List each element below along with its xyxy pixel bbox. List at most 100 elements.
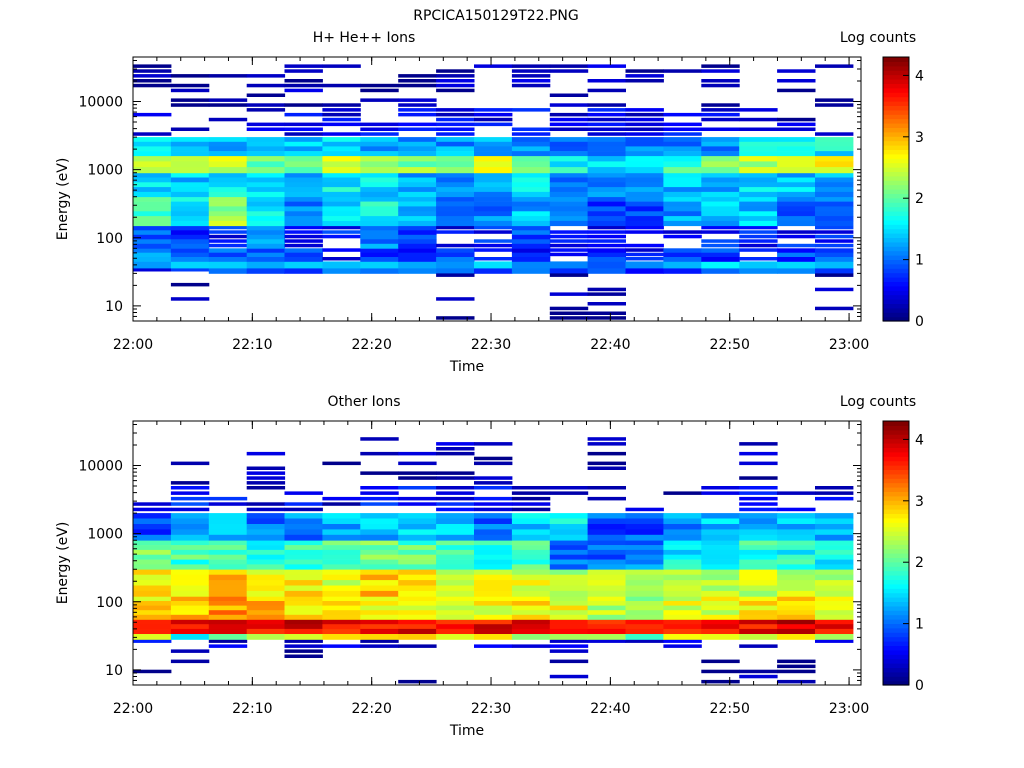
heatmap-cell [815,132,854,136]
heatmap-cell [625,206,664,212]
heatmap-cell [322,161,361,168]
heatmap-cell [436,257,475,262]
heatmap-cell [284,507,323,512]
heatmap-cell [511,628,551,634]
heatmap-cell [170,486,210,490]
heatmap-cell [739,502,778,506]
heatmap-cell [587,182,626,188]
heatmap-cell [549,122,589,127]
heatmap-cell [246,481,286,485]
heatmap-cell [474,580,513,586]
heatmap-cell [133,239,172,245]
heatmap-cell [739,496,778,501]
heatmap-cell [170,628,210,634]
heatmap-cell [246,103,286,107]
heatmap-cell [739,491,778,495]
heatmap-cell [474,64,513,68]
heatmap-cell [133,624,172,630]
heatmap-cell [398,206,437,212]
heatmap-cell [360,580,399,586]
heatmap-cell [739,451,778,456]
heatmap-cell [284,491,323,495]
heatmap-cell [360,639,399,643]
heatmap-cell [246,585,286,592]
heatmap-cell [436,112,475,117]
heatmap-cell [398,502,437,506]
heatmap-cell [511,554,551,560]
heatmap-cell [549,234,589,239]
heatmap-cell [625,161,664,168]
colorbar-segment [883,233,909,238]
heatmap-cell [701,172,740,178]
heatmap-cell [739,137,778,143]
heatmap-cell [701,534,740,541]
heatmap-cell [549,137,589,143]
heatmap-cell [170,518,210,525]
heatmap-cell [208,502,248,506]
heatmap-cell [398,74,437,78]
heatmap-cell [815,569,854,576]
colorbar-segment [883,118,909,124]
heatmap-cell [663,513,702,519]
heatmap-cell [398,234,437,240]
heatmap-cell [549,252,589,257]
heatmap-cell [663,201,702,207]
heatmap-cell [663,230,702,234]
heatmap-cell [587,633,626,640]
heatmap-cell [284,633,323,640]
heatmap-cell [322,151,361,157]
colorbar-segment [883,250,909,256]
colorbar-segment [883,158,909,164]
heatmap-cell [436,108,475,112]
heatmap-cell [549,580,589,586]
heatmap-cell [474,624,513,630]
heatmap-cell [511,248,551,254]
heatmap-cell [701,261,740,269]
heatmap-cell [701,191,740,198]
heatmap-cell [360,88,399,93]
heatmap-cell [739,486,778,490]
heatmap-cell [701,601,740,606]
heatmap-cell [777,79,816,83]
heatmap-cell [587,442,626,446]
heatmap-cell [625,79,664,83]
heatmap-cell [398,220,437,227]
heatmap-cell [739,187,778,193]
heatmap-cell [511,74,551,78]
colorbar-segment [883,597,909,602]
heatmap-cell [511,182,551,188]
heatmap-cell [284,69,323,73]
heatmap-cell [360,122,399,127]
heatmap-cell [549,610,589,616]
heatmap-cell [511,619,551,625]
heatmap-cell [474,605,513,611]
heatmap-cell [549,614,589,620]
heatmap-cell [549,554,589,560]
x-tick-label: 22:20 [352,337,392,353]
heatmap-cell [739,674,778,679]
heatmap-cell [398,182,437,188]
x-tick-label: 22:50 [710,701,750,717]
heatmap-cell [133,146,172,152]
colorbar-segment [883,131,909,137]
heatmap-cell [360,234,399,240]
heatmap-cell [322,257,361,261]
heatmap-cell [208,624,248,630]
heatmap-cell [284,182,323,188]
heatmap-cell [777,172,816,178]
heatmap-cell [701,161,740,168]
heatmap-cell [701,268,740,274]
heatmap-cell [701,103,740,107]
heatmap-cell [436,476,475,480]
heatmap-cell [398,155,437,162]
heatmap-cell [322,461,361,466]
colorbar-segment [883,294,909,300]
heatmap-cell [133,574,172,581]
heatmap-cell [170,261,210,269]
heatmap-cell [511,187,551,193]
heatmap-cell [777,545,816,551]
heatmap-cell [284,127,323,131]
heatmap-cell [436,601,475,606]
heatmap-cell [625,248,664,252]
colorbar-segment [883,307,909,313]
